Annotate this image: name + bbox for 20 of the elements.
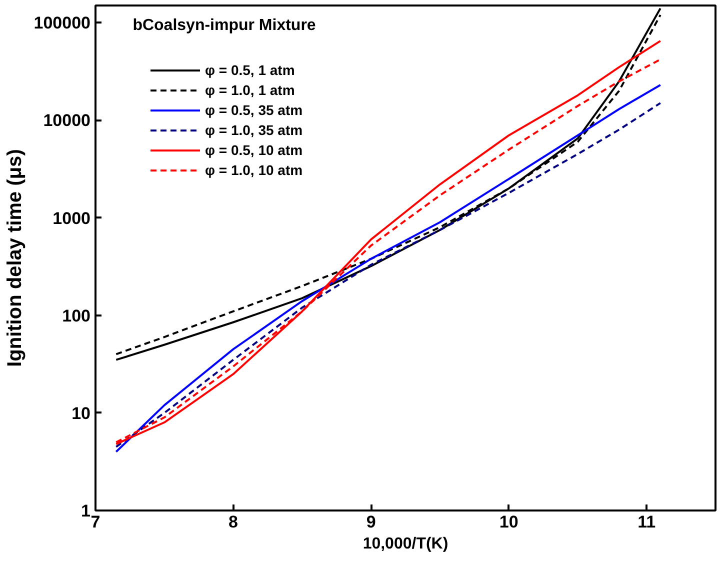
legend-label: φ = 1.0, 1 atm: [205, 82, 295, 98]
text: bCoalsyn-impur Mixture: [132, 17, 316, 34]
legend-label: φ = 1.0, 10 atm: [205, 162, 303, 178]
y-axis-title: Ignition delay time (μs): [4, 149, 26, 367]
y-tick-label: 100: [62, 306, 91, 326]
x-tick-label: 9: [366, 512, 376, 532]
x-tick-label: 7: [90, 512, 100, 532]
y-tick-label: 10: [72, 404, 91, 423]
legend-label: φ = 0.5, 35 atm: [205, 102, 303, 118]
x-tick-label: 8: [228, 512, 238, 532]
y-tick-label: 100000: [34, 14, 91, 33]
y-tick-label: 10000: [43, 111, 91, 130]
x-axis-title: 10,000/T(K): [362, 536, 448, 552]
y-tick-label: 1: [81, 502, 91, 520]
legend-label: φ = 0.5, 10 atm: [205, 142, 303, 158]
y-tick-label: 1000: [52, 208, 91, 228]
legend-label: φ = 0.5, 1 atm: [205, 62, 295, 78]
x-tick-label: 10: [499, 512, 518, 532]
x-tick-label: 11: [638, 512, 656, 532]
legend-label: φ = 1.0, 35 atm: [205, 122, 303, 138]
